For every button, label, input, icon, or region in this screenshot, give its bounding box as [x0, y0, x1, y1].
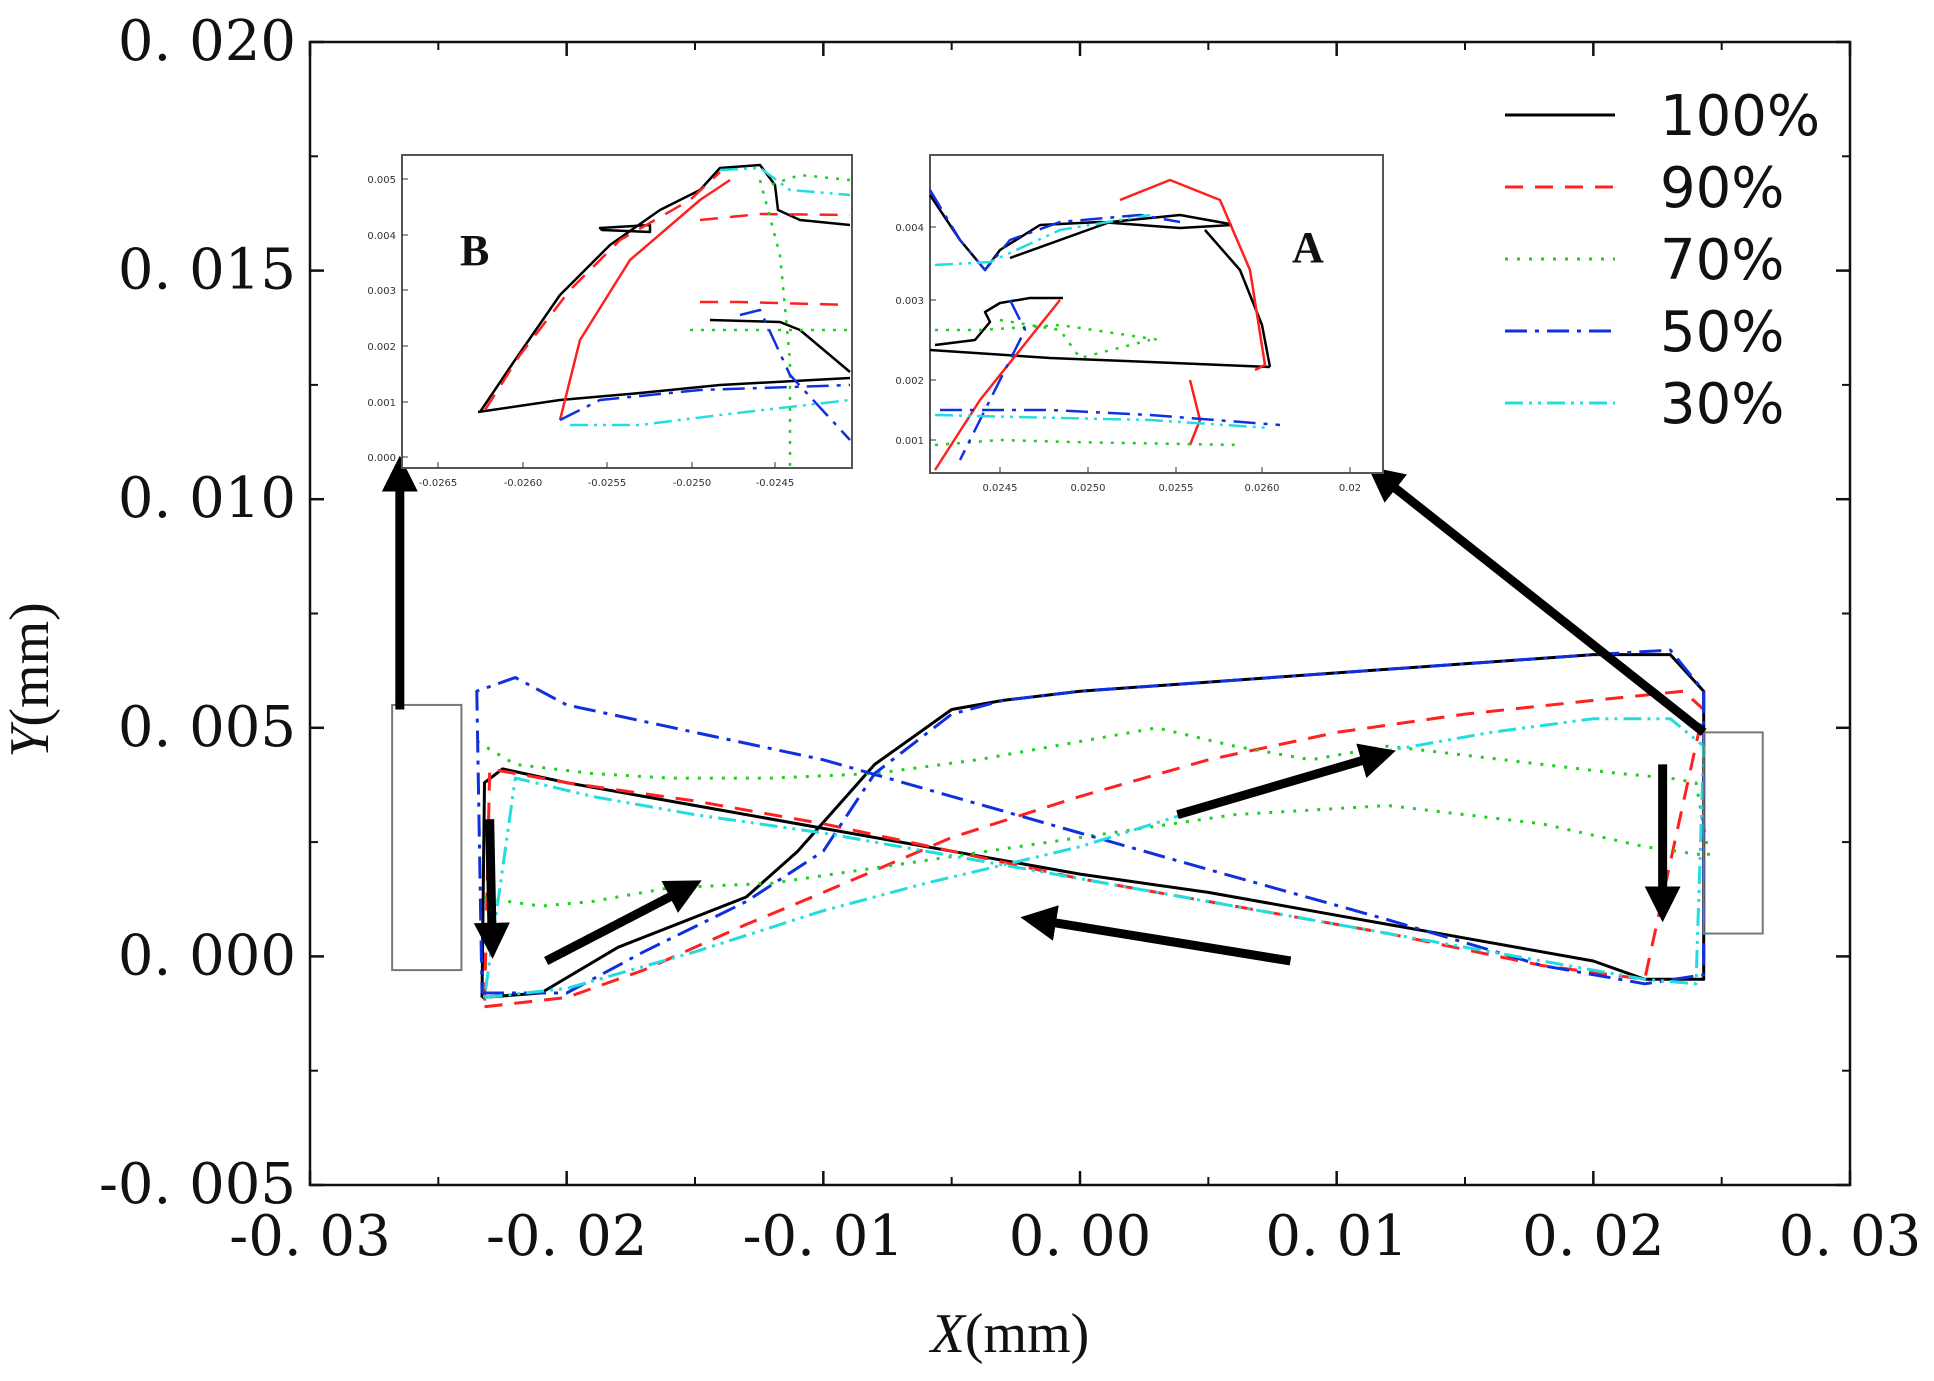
inset-curve: [928, 189, 1181, 272]
inset-curve: [570, 398, 851, 427]
x-axis-unit: (mm): [965, 1303, 1089, 1365]
inset-curve: [700, 300, 851, 307]
y-axis-var: Y: [0, 721, 61, 758]
flow-arrow: [1020, 905, 1292, 966]
x-tick-label: 0. 02: [1522, 1204, 1665, 1269]
y-tick-label: 0. 000: [118, 923, 296, 988]
inset-curve: [483, 171, 721, 411]
y-tick-label: -0. 005: [99, 1152, 296, 1217]
legend-label: 50%: [1660, 300, 1784, 365]
inset-x-tick-label: 0.0255: [1159, 483, 1194, 494]
inset-y-tick-label: 0.005: [367, 175, 396, 186]
inset-y-tick-label: 0.001: [895, 436, 924, 447]
x-tick-label: 0. 01: [1265, 1204, 1408, 1269]
inset-curve: [958, 299, 1027, 461]
series-line-30pct: [483, 717, 1706, 999]
inset-curve: [709, 318, 851, 373]
inset-y-tick-label: 0.000: [367, 453, 396, 464]
y-axis-title: Y(mm): [0, 602, 61, 758]
inset-label: B: [460, 226, 489, 275]
inset-curve: [933, 299, 1061, 471]
inset-x-tick-label: -0.0260: [504, 478, 543, 489]
inset-curve: [739, 308, 851, 441]
inset-y-tick-label: 0.003: [367, 286, 396, 297]
inset-x-tick-label: -0.0255: [588, 478, 627, 489]
inset-curve: [940, 408, 1281, 427]
inset-y-tick-label: 0.002: [367, 342, 396, 353]
legend-label: 90%: [1660, 156, 1784, 221]
legend: 100% 90% 70% 50% 30%: [1505, 84, 1820, 437]
inset-x-tick-label: 0.0260: [1245, 483, 1280, 494]
inset-x-tick-label: 0.0245: [983, 483, 1018, 494]
inset-curve: [699, 212, 851, 222]
inset-x-tick-label: -0.0245: [756, 478, 795, 489]
series-line-100pct: [480, 653, 1706, 999]
inset-curve: [559, 383, 851, 422]
inset-curve: [1119, 178, 1267, 372]
y-tick-label: 0. 005: [118, 695, 296, 760]
inset-B: -0.0265 -0.0260 -0.0255 -0.0250 -0.0245 0.000…: [367, 154, 853, 489]
series-line-50pct: [475, 648, 1706, 995]
inset-y-tick-label: 0.002: [895, 376, 924, 387]
axis-ticks: -0. 03 -0. 02 -0. 01 0. 00 0. 01 0. 02 0. 03 -0…: [99, 9, 1921, 1269]
inset-y-tick-label: 0.004: [367, 231, 396, 242]
inset-curve: [929, 348, 1271, 369]
inset-x-tick-label: 0.0250: [1071, 483, 1106, 494]
inset-y-tick-label: 0.003: [895, 296, 924, 307]
inset-curve: [558, 178, 731, 421]
x-axis-title: X(mm): [929, 1303, 1090, 1365]
x-tick-label: -0. 03: [229, 1204, 390, 1269]
flow-arrow: [1176, 743, 1396, 819]
y-tick-label: 0. 020: [118, 9, 296, 74]
inset-curve: [934, 296, 1063, 347]
inset-curve: [477, 376, 851, 414]
flow-arrow: [544, 880, 702, 965]
inset-curve: [719, 166, 851, 197]
zoom-box-A: [1702, 731, 1764, 935]
zoom-box-B: [391, 703, 463, 972]
y-axis-unit: (mm): [0, 602, 61, 726]
legend-label: 100%: [1660, 84, 1820, 149]
inset-y-tick-label: 0.004: [895, 223, 924, 234]
inset-label: A: [1292, 223, 1324, 272]
series-layer: [391, 648, 1764, 1009]
inset-border: [929, 154, 1384, 474]
x-tick-label: 0. 00: [1009, 1204, 1152, 1269]
inset-A: 0.0245 0.0250 0.0255 0.0260 0.02 0.001 0.002 0.…: [895, 154, 1384, 494]
x-tick-label: -0. 01: [743, 1204, 904, 1269]
inset-x-tick-label: -0.0250: [673, 478, 712, 489]
series-line-90pct: [483, 689, 1706, 1009]
legend-label: 70%: [1660, 228, 1784, 293]
series-line-70pct: [476, 726, 1711, 908]
inset-curve: [1204, 229, 1272, 368]
inset-curve: [1009, 213, 1231, 260]
legend-label: 30%: [1660, 372, 1784, 437]
x-axis-var: X: [929, 1303, 968, 1365]
inset-curve: [999, 318, 1151, 360]
inset-curve: [934, 438, 1241, 447]
inset-curve: [598, 223, 652, 234]
x-tick-label: -0. 02: [486, 1204, 647, 1269]
inset-x-tick-label: -0.0265: [419, 478, 458, 489]
inset-curve: [934, 413, 1271, 430]
y-tick-label: 0. 010: [118, 466, 296, 531]
flow-arrow: [1367, 466, 1707, 736]
inset-y-tick-label: 0.001: [367, 398, 396, 409]
y-tick-label: 0. 015: [118, 238, 296, 303]
inset-curve: [934, 213, 1151, 267]
inset-curve: [478, 163, 851, 413]
flow-arrow: [473, 819, 510, 959]
inset-x-tick-label: 0.02: [1339, 483, 1361, 494]
flow-arrows: [381, 455, 1707, 966]
x-tick-label: 0. 03: [1779, 1204, 1922, 1269]
insets: -0.0265 -0.0260 -0.0255 -0.0250 -0.0245 0.000…: [367, 154, 1384, 494]
inset-curve: [935, 323, 1161, 342]
